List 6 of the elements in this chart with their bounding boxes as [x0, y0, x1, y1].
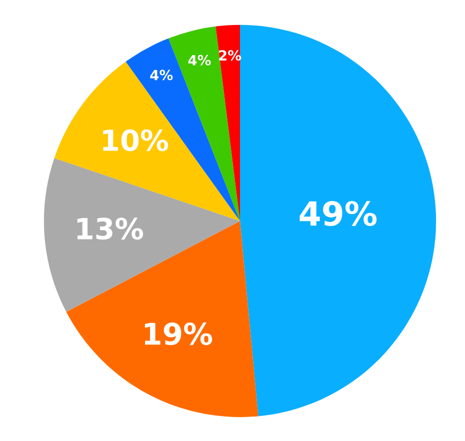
data-label: 19% [144, 322, 212, 346]
data-label: 4% [150, 70, 173, 80]
data-label: 4% [188, 54, 211, 66]
data-label: 10% [103, 129, 168, 152]
data-label: 49% [300, 200, 377, 226]
data-label: 13% [77, 218, 144, 240]
